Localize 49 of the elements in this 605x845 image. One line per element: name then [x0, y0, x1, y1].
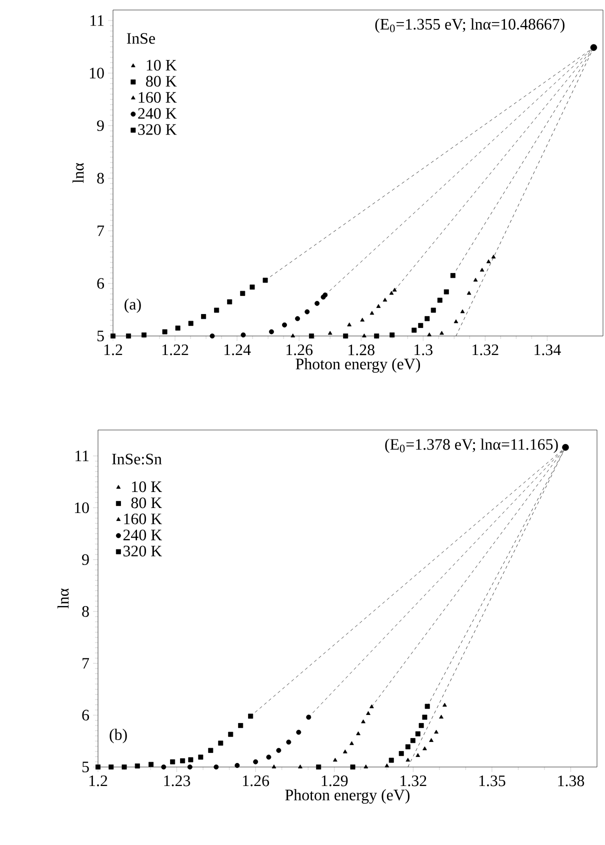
y-tick-label: 8 — [82, 606, 89, 617]
annotation: (a) — [124, 298, 141, 313]
annotation: (b) — [110, 728, 127, 744]
x-tick-label: 1.2 — [104, 344, 122, 356]
y-tick-label: 10 — [90, 68, 104, 78]
y-tick-label: 9 — [82, 554, 89, 565]
x-tick-label: 1.32 — [400, 776, 426, 786]
y-axis-title: lnα — [57, 588, 69, 609]
x-tick-label: 1.2 — [89, 776, 108, 786]
annotation: (E$_{0}$=1.378 eV; lnα=11.165) — [385, 438, 558, 454]
y-tick-label: 7 — [82, 658, 90, 669]
legend-label: 160 K — [124, 514, 162, 524]
x-tick-label: 1.26 — [286, 344, 313, 356]
legend-label: 10 K — [146, 60, 177, 71]
legend-title: InSe:Sn — [112, 454, 162, 465]
y-tick-label: 11 — [76, 450, 89, 462]
y-axis-title: lnα — [72, 162, 84, 184]
x-tick-label: 1.24 — [224, 344, 251, 356]
legend-label: 240 K — [138, 108, 177, 119]
legend-label: 320 K — [124, 546, 162, 556]
x-axis-title: Photon energy (eV) — [285, 789, 410, 804]
x-tick-label: 1.32 — [472, 344, 498, 356]
legend-title: InSe — [126, 33, 155, 44]
legend-label: 320 K — [138, 124, 177, 135]
x-tick-label: 1.3 — [414, 344, 432, 356]
x-tick-label: 1.34 — [534, 344, 561, 356]
legend-label: 160 K — [138, 92, 177, 103]
legend-label: 80 K — [131, 497, 162, 508]
y-tick-label: 8 — [97, 172, 104, 184]
legend-label: 80 K — [146, 76, 177, 87]
x-axis-title: Photon energy (eV) — [296, 358, 420, 373]
y-tick-label: 5 — [82, 762, 89, 772]
x-tick-label: 1.35 — [479, 776, 506, 786]
y-tick-label: 5 — [97, 330, 104, 342]
y-tick-label: 11 — [90, 15, 104, 26]
legend-label: 10 K — [132, 481, 162, 492]
y-tick-label: 10 — [74, 502, 89, 514]
legend-label: 240 K — [123, 530, 162, 540]
x-tick-label: 1.29 — [322, 776, 348, 786]
x-tick-label: 1.23 — [164, 776, 190, 786]
y-tick-label: 9 — [97, 120, 104, 132]
y-tick-label: 6 — [97, 278, 104, 289]
y-tick-label: 6 — [82, 710, 90, 721]
x-tick-label: 1.22 — [162, 344, 188, 356]
y-tick-label: 7 — [98, 226, 104, 236]
x-tick-label: 1.38 — [558, 776, 584, 786]
x-tick-label: 1.26 — [243, 776, 270, 786]
annotation: (E$_{0}$=1.355 eV; lnα=10.48667) — [375, 18, 564, 33]
x-tick-label: 1.28 — [348, 344, 374, 356]
